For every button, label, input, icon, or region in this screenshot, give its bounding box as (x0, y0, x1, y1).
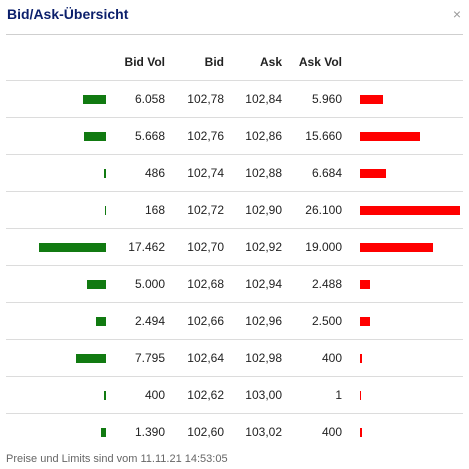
ask-volume-cell: 2.500 (311, 314, 342, 328)
close-icon[interactable]: × (452, 6, 461, 22)
ask-volume-bar (360, 95, 383, 104)
ask-volume-cell: 6.684 (311, 166, 342, 180)
ask-price-cell: 102,92 (245, 240, 282, 254)
table-row: 5.000 102,68 102,94 2.488 (6, 265, 463, 303)
table-row: 1.390 102,60 103,02 400 (6, 413, 463, 451)
bid-volume-bar (76, 354, 106, 363)
ask-volume-cell: 2.488 (311, 277, 342, 291)
table-row: 400 102,62 103,00 1 (6, 376, 463, 414)
ask-price-cell: 102,96 (245, 314, 282, 328)
ask-volume-bar (360, 428, 362, 437)
bid-volume-bar (39, 243, 106, 252)
table-row: 5.668 102,76 102,86 15.660 (6, 117, 463, 155)
ask-volume-cell: 1 (335, 388, 342, 402)
column-header-ask: Ask (259, 55, 282, 69)
bid-price-cell: 102,62 (187, 388, 224, 402)
ask-price-cell: 102,90 (245, 203, 282, 217)
bid-volume-bar (101, 428, 106, 437)
ask-volume-bar (360, 354, 362, 363)
bid-volume-cell: 17.462 (128, 240, 165, 254)
table-row: 7.795 102,64 102,98 400 (6, 339, 463, 377)
timestamp-footer: Preise und Limits sind vom 11.11.21 14:5… (6, 453, 228, 465)
ask-price-cell: 103,02 (245, 425, 282, 439)
ask-volume-cell: 5.960 (311, 92, 342, 106)
ask-price-cell: 102,84 (245, 92, 282, 106)
bid-volume-cell: 1.390 (134, 425, 165, 439)
bid-price-cell: 102,68 (187, 277, 224, 291)
bid-volume-cell: 400 (144, 388, 165, 402)
bid-volume-bar (105, 206, 106, 215)
ask-volume-cell: 19.000 (305, 240, 342, 254)
ask-volume-cell: 26.100 (305, 203, 342, 217)
bid-volume-bar (84, 132, 106, 141)
ask-price-cell: 102,94 (245, 277, 282, 291)
bid-volume-cell: 7.795 (134, 351, 165, 365)
bid-volume-cell: 2.494 (134, 314, 165, 328)
bid-price-cell: 102,78 (187, 92, 224, 106)
bid-volume-bar (87, 280, 106, 289)
bid-price-cell: 102,64 (187, 351, 224, 365)
ask-price-cell: 102,88 (245, 166, 282, 180)
column-header-bid: Bid (204, 55, 224, 69)
window-title: Bid/Ask-Übersicht (7, 6, 129, 22)
bid-price-cell: 102,66 (187, 314, 224, 328)
bid-volume-bar (104, 169, 106, 178)
ask-volume-cell: 400 (321, 351, 342, 365)
ask-volume-bar (360, 169, 386, 178)
ask-volume-bar (360, 243, 433, 252)
table-row: 6.058 102,78 102,84 5.960 (6, 80, 463, 118)
ask-volume-bar (360, 391, 361, 400)
bid-price-cell: 102,72 (187, 203, 224, 217)
bid-volume-bar (104, 391, 106, 400)
table-row: 168 102,72 102,90 26.100 (6, 191, 463, 229)
ask-price-cell: 102,98 (245, 351, 282, 365)
title-divider (6, 34, 463, 35)
ask-price-cell: 103,00 (245, 388, 282, 402)
table-row: 17.462 102,70 102,92 19.000 (6, 228, 463, 266)
bid-volume-cell: 6.058 (134, 92, 165, 106)
table-row: 2.494 102,66 102,96 2.500 (6, 302, 463, 340)
bid-price-cell: 102,60 (187, 425, 224, 439)
column-header-bid-vol: Bid Vol (124, 55, 165, 69)
bid-price-cell: 102,74 (187, 166, 224, 180)
ask-volume-cell: 400 (321, 425, 342, 439)
ask-volume-cell: 15.660 (305, 129, 342, 143)
bid-volume-cell: 168 (144, 203, 165, 217)
ask-volume-bar (360, 280, 370, 289)
table-row: 486 102,74 102,88 6.684 (6, 154, 463, 192)
bid-volume-cell: 5.668 (134, 129, 165, 143)
column-header-ask-vol: Ask Vol (298, 55, 342, 69)
ask-volume-bar (360, 132, 420, 141)
ask-volume-bar (360, 317, 370, 326)
ask-price-cell: 102,86 (245, 129, 282, 143)
bid-price-cell: 102,70 (187, 240, 224, 254)
bid-price-cell: 102,76 (187, 129, 224, 143)
bid-volume-cell: 5.000 (134, 277, 165, 291)
bid-volume-cell: 486 (144, 166, 165, 180)
bid-volume-bar (96, 317, 106, 326)
ask-volume-bar (360, 206, 460, 215)
bid-volume-bar (83, 95, 106, 104)
